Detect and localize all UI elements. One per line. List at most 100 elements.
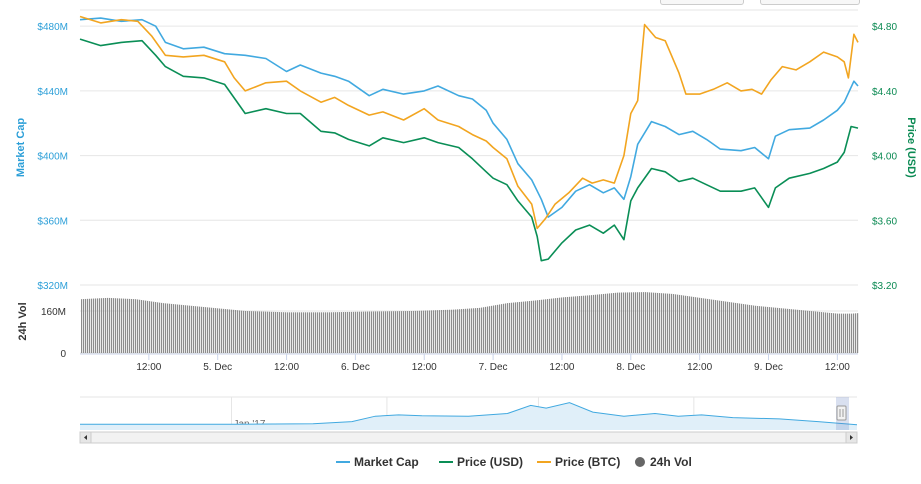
volume-bar xyxy=(767,306,769,353)
volume-bar xyxy=(649,292,651,353)
volume-bar xyxy=(191,305,193,353)
volume-bar xyxy=(781,308,783,353)
volume-bar xyxy=(571,296,573,353)
volume-bar xyxy=(681,295,683,353)
y-left-tick-label: $400M xyxy=(37,152,68,163)
volume-bar xyxy=(193,306,195,353)
volume-bar xyxy=(511,302,513,353)
volume-bar xyxy=(769,307,771,353)
volume-bar xyxy=(757,305,759,353)
volume-bar xyxy=(853,313,855,353)
volume-bar xyxy=(239,310,241,353)
volume-bar xyxy=(765,306,767,353)
volume-bar xyxy=(333,312,335,353)
volume-bar xyxy=(105,297,107,353)
volume-bar xyxy=(243,310,245,353)
volume-bar xyxy=(825,312,827,353)
volume-bar xyxy=(611,293,613,353)
volume-bar xyxy=(367,311,369,353)
volume-bar xyxy=(737,303,739,353)
volume-bar xyxy=(557,297,559,353)
x-tick-label: 8. Dec xyxy=(616,362,645,373)
volume-bar xyxy=(197,306,199,353)
volume-bar xyxy=(629,292,631,353)
volume-bar xyxy=(573,296,575,353)
volume-bar xyxy=(377,311,379,353)
volume-bar xyxy=(475,308,477,353)
volume-bar xyxy=(103,298,105,353)
volume-bar xyxy=(275,311,277,353)
volume-bar xyxy=(579,296,581,353)
legend-label: Price (BTC) xyxy=(555,455,620,469)
volume-bar xyxy=(779,308,781,353)
volume-bar xyxy=(677,294,679,353)
volume-bar xyxy=(471,308,473,353)
volume-bar xyxy=(335,312,337,353)
volume-bar xyxy=(631,292,633,353)
volume-bar xyxy=(837,313,839,353)
volume-bar xyxy=(563,297,565,353)
volume-bar xyxy=(791,309,793,353)
volume-bar xyxy=(639,292,641,353)
volume-bar xyxy=(427,310,429,353)
volume-bar xyxy=(771,307,773,353)
volume-bar xyxy=(609,293,611,353)
volume-bar xyxy=(291,312,293,353)
volume-bar xyxy=(745,304,747,353)
volume-bar xyxy=(245,310,247,353)
volume-bar xyxy=(347,311,349,353)
volume-bar xyxy=(465,308,467,353)
volume-bar xyxy=(181,304,183,353)
volume-bar xyxy=(783,308,785,353)
x-tick-label: 12:00 xyxy=(687,362,712,373)
volume-bar xyxy=(481,307,483,353)
volume-bar xyxy=(633,292,635,353)
volume-bar xyxy=(761,306,763,353)
navigator-handle xyxy=(836,405,847,421)
volume-bar xyxy=(383,311,385,353)
volume-bar xyxy=(185,305,187,353)
scroll-right-arrow-icon xyxy=(850,435,853,440)
volume-bar xyxy=(515,302,517,353)
legend-label: Market Cap xyxy=(354,455,419,469)
volume-bar xyxy=(131,298,133,353)
volume-bar xyxy=(375,311,377,353)
series-line-price-usd xyxy=(79,38,859,262)
volume-bar xyxy=(673,294,675,353)
volume-bar xyxy=(679,294,681,353)
volume-bar xyxy=(399,311,401,353)
volume-bar xyxy=(561,297,563,353)
volume-bar xyxy=(127,298,129,353)
volume-bar xyxy=(157,302,159,353)
volume-bar xyxy=(303,312,305,353)
volume-bar xyxy=(115,298,117,353)
volume-bar xyxy=(707,298,709,353)
volume-bar xyxy=(665,293,667,353)
volume-bar xyxy=(133,299,135,353)
zoom-button-right[interactable] xyxy=(760,0,860,5)
volume-bar xyxy=(413,310,415,353)
volume-bar xyxy=(253,311,255,353)
volume-bar xyxy=(385,311,387,353)
volume-bar xyxy=(345,311,347,353)
legend-marker-volume xyxy=(635,457,645,467)
volume-bar xyxy=(693,296,695,353)
volume-bar xyxy=(97,298,99,353)
y-right-tick-label: $4.40 xyxy=(872,87,897,98)
volume-bar xyxy=(305,312,307,353)
volume-bar xyxy=(503,303,505,353)
volume-bar xyxy=(787,308,789,353)
volume-bar xyxy=(287,312,289,353)
volume-bar xyxy=(139,299,141,353)
volume-bar xyxy=(95,298,97,353)
volume-bar xyxy=(685,295,687,353)
volume-bar xyxy=(483,307,485,353)
volume-bar xyxy=(733,302,735,353)
zoom-button-left[interactable] xyxy=(660,0,744,5)
volume-bar xyxy=(373,311,375,353)
y-right-tick-label: $3.20 xyxy=(872,281,897,292)
volume-bar xyxy=(189,305,191,353)
volume-bar xyxy=(795,309,797,353)
volume-bar xyxy=(711,299,713,353)
volume-bar xyxy=(717,300,719,353)
